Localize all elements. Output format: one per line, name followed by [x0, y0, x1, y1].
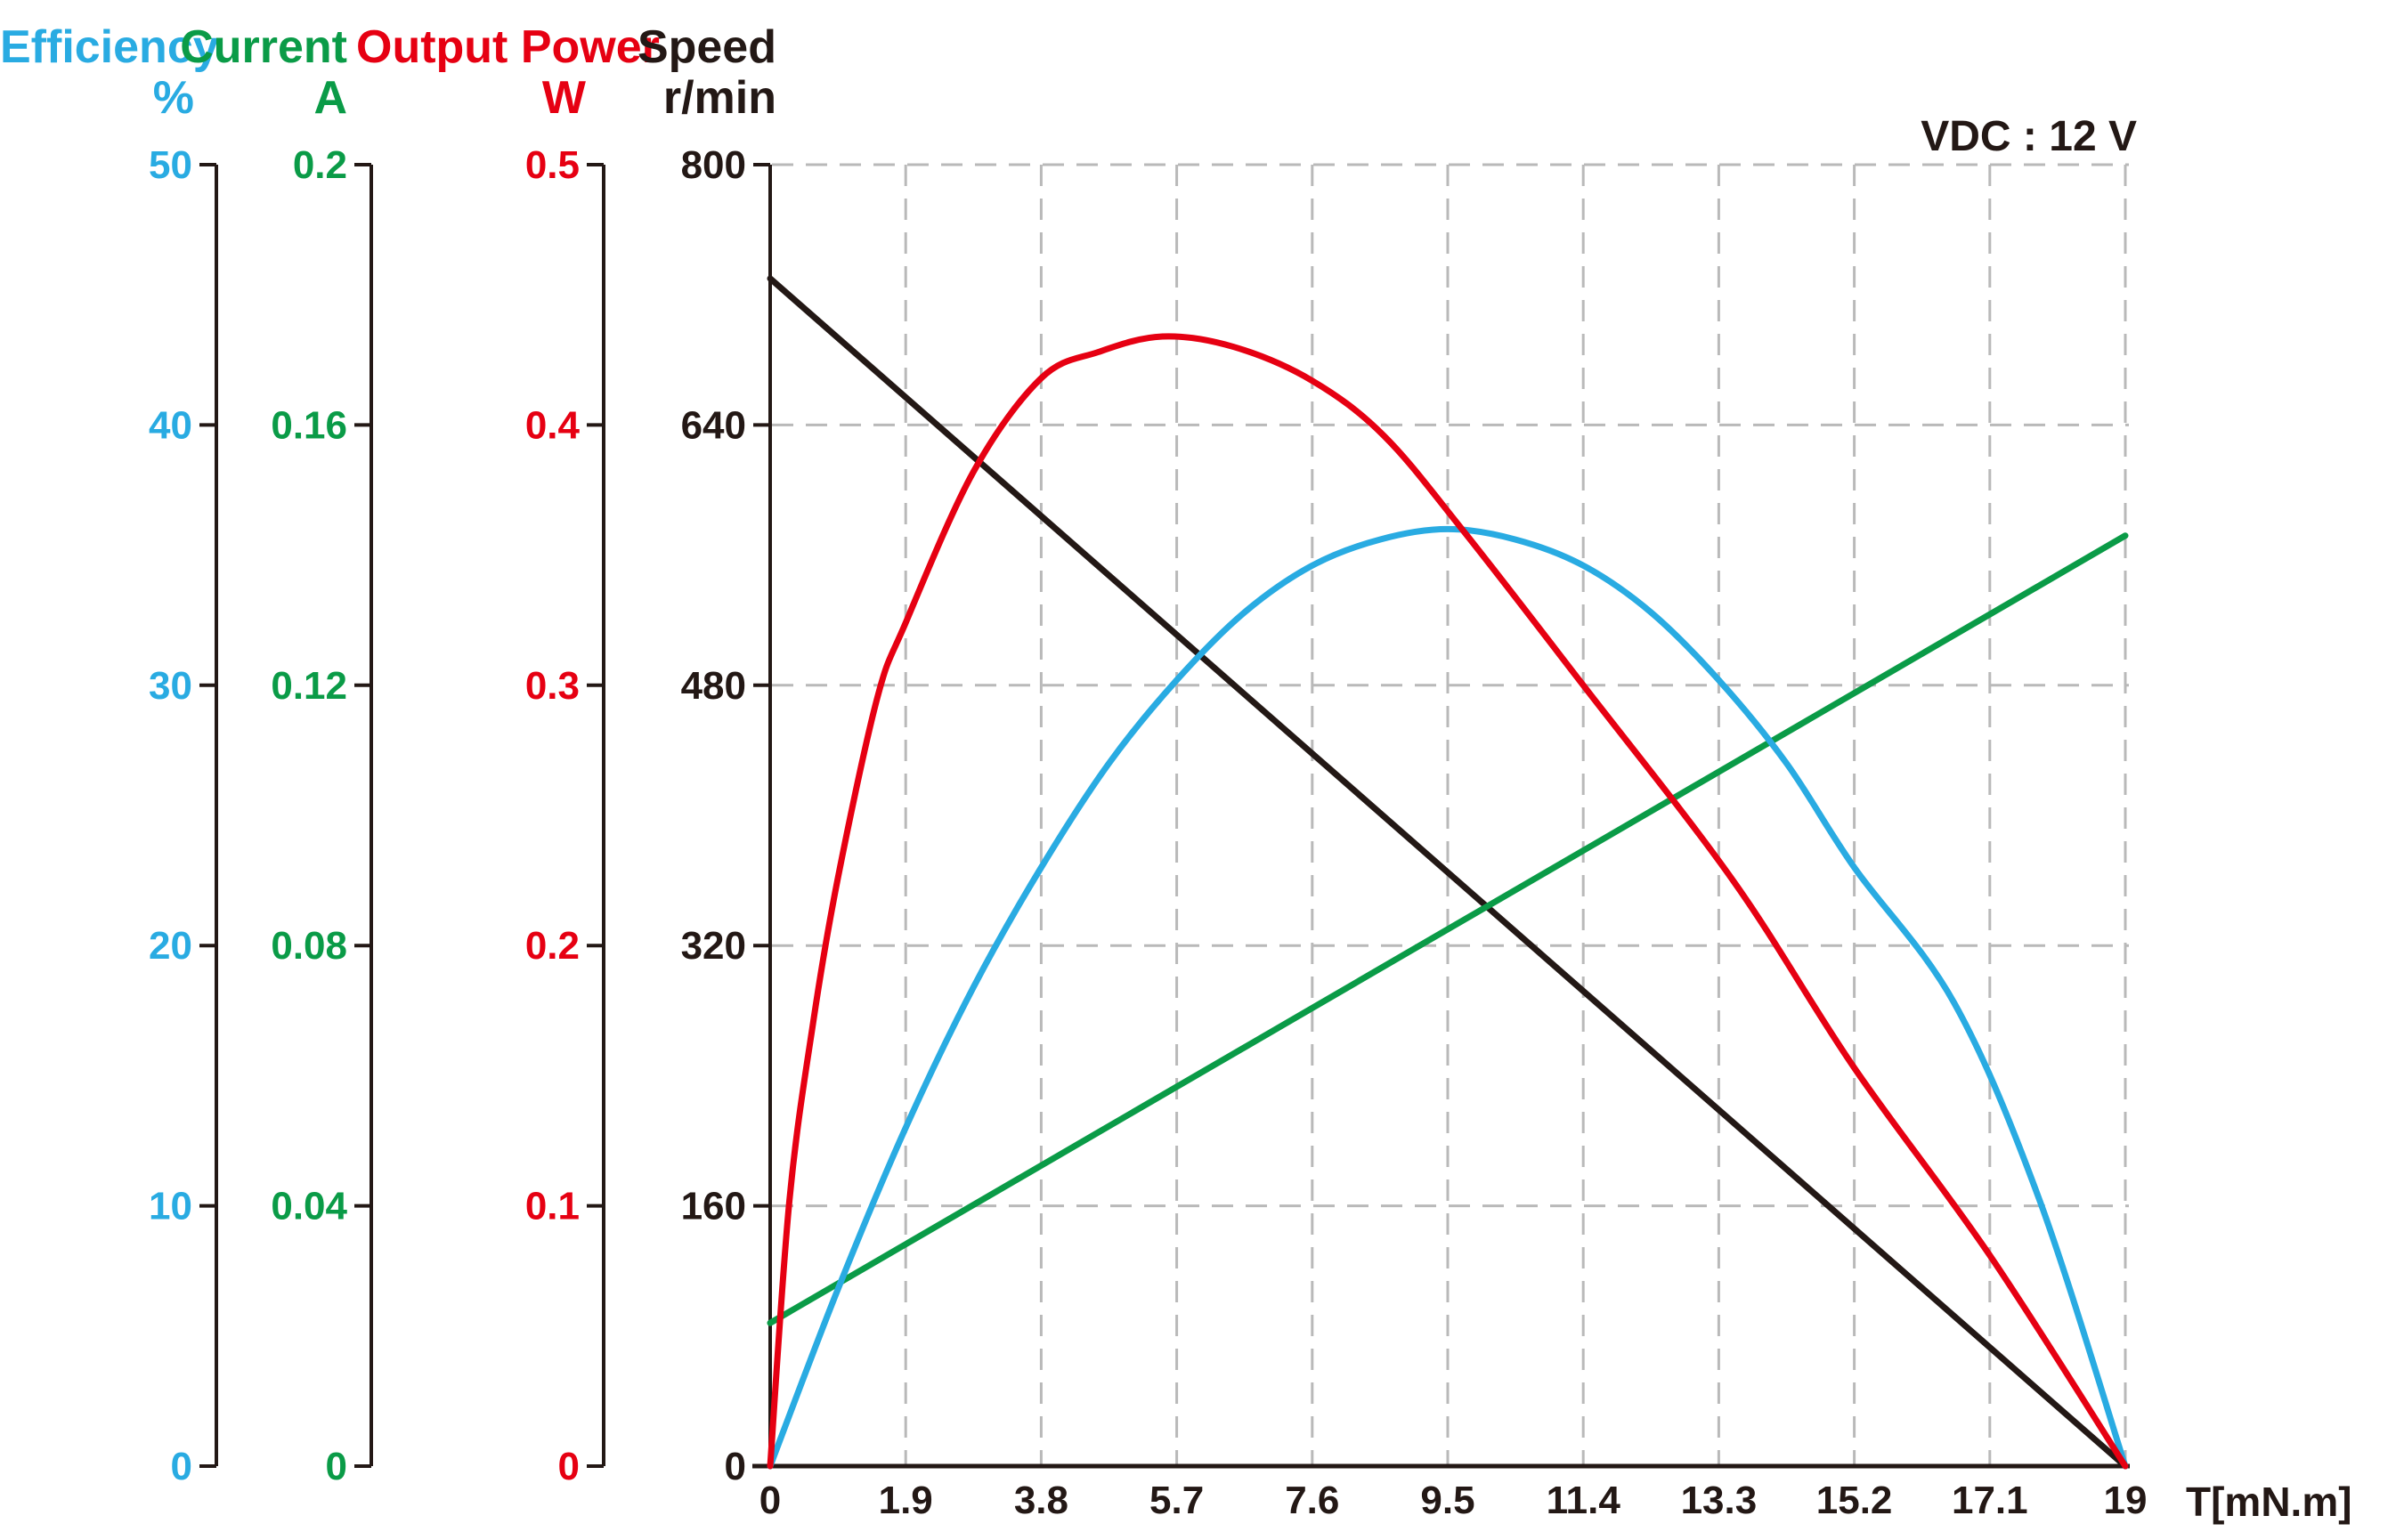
axis-tick-label: 50	[149, 143, 192, 187]
x-tick-label: 15.2	[1816, 1479, 1893, 1522]
axis-tick-label: 0.08	[271, 924, 347, 968]
axis-unit-output-power: W	[541, 72, 586, 124]
value-axis-current: 0.2 0.16 0.12 0.08 0.04 0	[271, 143, 373, 1488]
axis-tick-label: 0.04	[271, 1185, 347, 1228]
axis-header-speed: Speed r/min	[623, 22, 776, 124]
x-axis-title: T[mN.m]	[2186, 1479, 2352, 1525]
x-axis-tick-labels: 0 1.9 3.8 5.7 7.6 9.5 11.4 13.3 15.2 17.1 19	[759, 1479, 2148, 1522]
x-tick-label: 0	[759, 1479, 781, 1522]
axis-tick-label: 0.2	[293, 143, 347, 187]
x-tick-label: 3.8	[1014, 1479, 1068, 1522]
axis-unit-current: A	[313, 72, 347, 124]
axis-tick-label: 800	[681, 143, 746, 187]
axis-tick-label: 0.1	[525, 1185, 580, 1228]
axis-unit-efficiency: %	[152, 72, 194, 124]
axis-tick-label: 30	[149, 664, 192, 708]
x-tick-label: 17.1	[1952, 1479, 2028, 1522]
x-tick-label: 7.6	[1285, 1479, 1339, 1522]
axis-tick-label: 0	[326, 1445, 347, 1488]
series-curve-output-power	[767, 333, 2129, 1470]
axis-header-current: Current A	[178, 22, 347, 124]
axis-tick-label: 40	[149, 403, 192, 447]
axis-tick-label: 0	[171, 1445, 192, 1488]
axis-tick-label: 640	[681, 403, 746, 447]
axis-tick-label: 320	[681, 924, 746, 968]
gridlines-horizontal	[772, 163, 2129, 1208]
axis-header-efficiency: Efficiency %	[0, 21, 219, 124]
x-tick-label: 1.9	[879, 1479, 933, 1522]
axis-tick-label: 0.12	[271, 664, 347, 708]
axis-title-speed: Speed	[637, 21, 776, 73]
value-axis-efficiency: 50 40 30 20 10 0	[149, 143, 218, 1488]
axis-tick-label: 20	[149, 924, 192, 968]
axis-tick-label: 0.5	[525, 143, 580, 187]
vdc-annotation: VDC : 12 V	[1921, 113, 2137, 160]
x-tick-label: 13.3	[1681, 1479, 1758, 1522]
axis-tick-label: 0.16	[271, 403, 347, 447]
axis-unit-speed: r/min	[662, 72, 776, 124]
value-axis-output-power: 0.5 0.4 0.3 0.2 0.1 0	[525, 143, 605, 1488]
x-tick-label: 19	[2104, 1479, 2148, 1522]
axis-title-current: Current	[180, 21, 347, 73]
axis-tick-label: 480	[681, 664, 746, 708]
axis-tick-label: 10	[149, 1185, 192, 1228]
axis-tick-label: 0	[725, 1445, 746, 1488]
axis-tick-label: 0.4	[525, 403, 581, 447]
x-tick-label: 11.4	[1547, 1479, 1621, 1522]
axis-tick-label: 0	[558, 1445, 580, 1488]
x-tick-label: 5.7	[1149, 1479, 1204, 1522]
axis-title-efficiency: Efficiency	[0, 21, 219, 73]
gridlines-vertical	[904, 165, 2127, 1464]
axis-tick-label: 0.2	[525, 924, 580, 968]
axis-tick-label: 160	[681, 1185, 746, 1228]
series-curve-current	[767, 532, 2129, 1326]
series-curve-efficiency	[767, 525, 2129, 1470]
value-axis-speed: 800 640 480 320 160 0	[681, 143, 772, 1488]
axis-tick-label: 0.3	[525, 664, 580, 708]
x-tick-label: 9.5	[1420, 1479, 1474, 1522]
series-curve-speed	[767, 275, 2129, 1470]
